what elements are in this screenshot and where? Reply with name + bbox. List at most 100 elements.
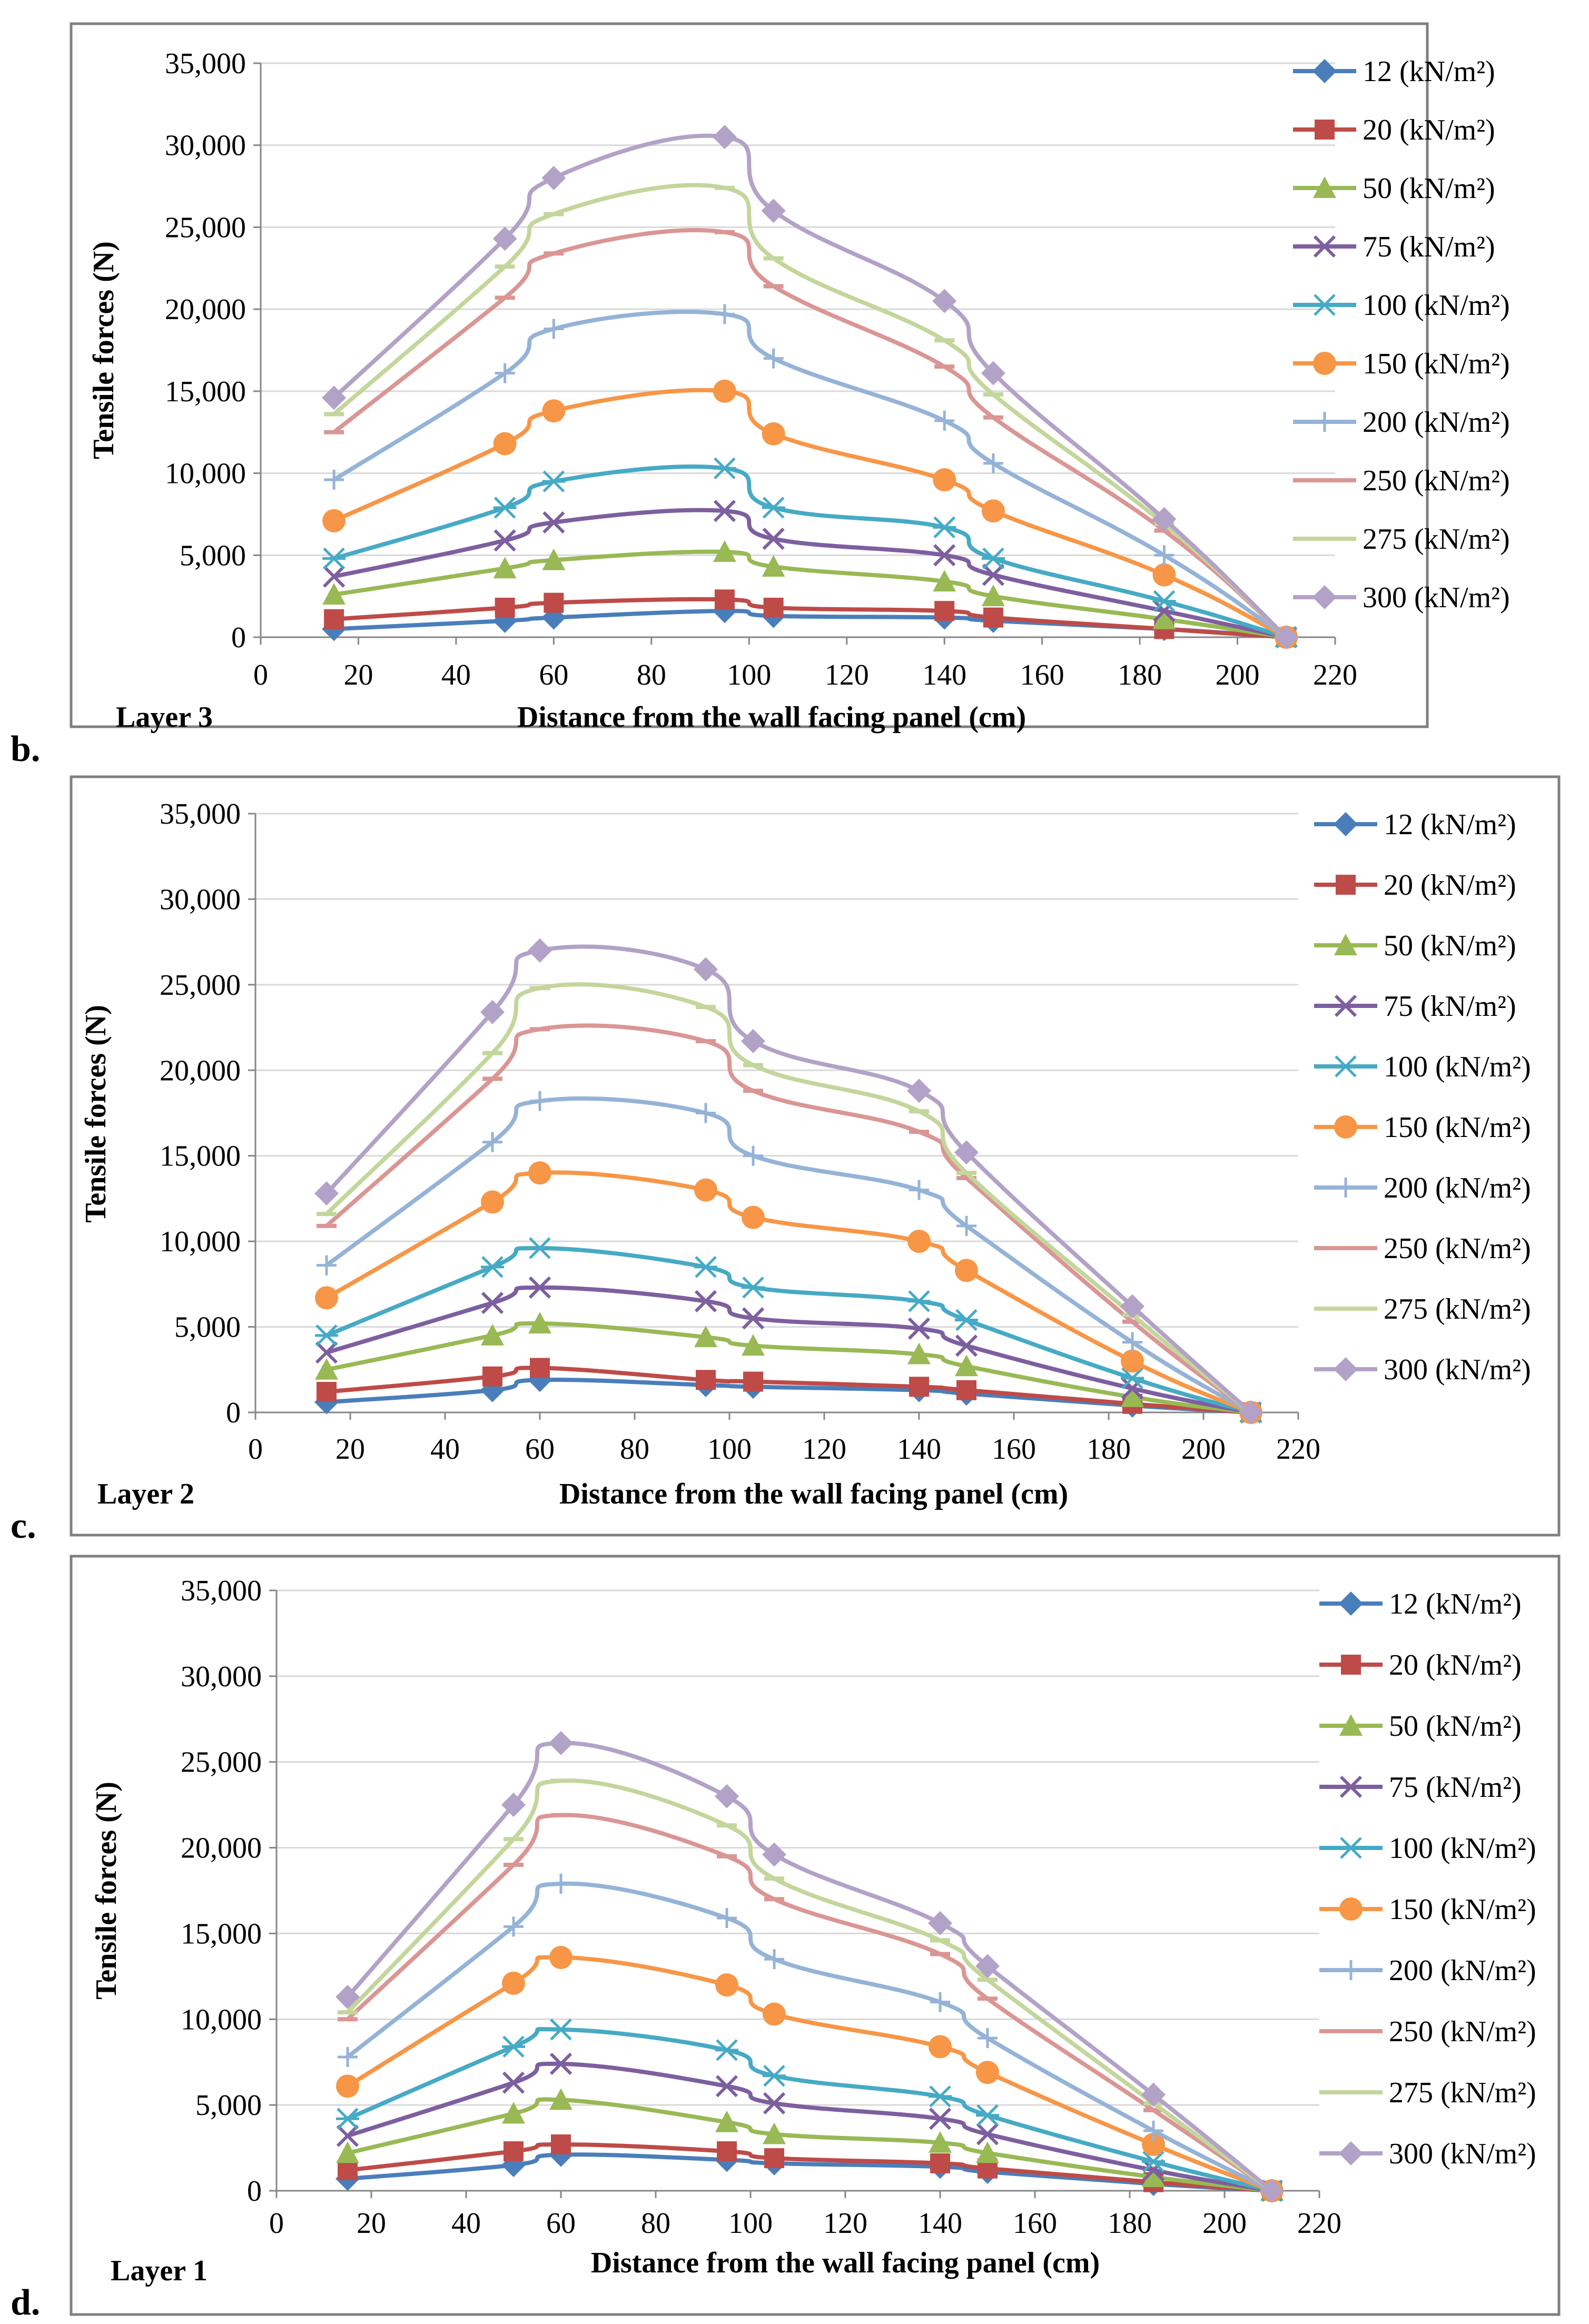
data-point [762,1842,786,1867]
data-point [322,565,346,588]
data-point [504,1916,524,1937]
y-tick-label: 15,000 [165,375,246,408]
data-point [933,516,956,539]
y-tick-label: 15,000 [181,1917,262,1950]
legend-label: 275 (kN/m²) [1384,1293,1531,1326]
legend-label: 75 (kN/m²) [1384,990,1516,1023]
data-point [981,499,1005,523]
x-tick-label: 40 [430,1433,460,1466]
data-point [713,457,736,479]
series-20-kn-m [317,1358,1261,1422]
data-point [530,1358,550,1378]
data-point [694,1256,717,1278]
data-point [324,609,344,629]
data-point [764,1949,784,1970]
x-tick-label: 20 [357,2207,386,2240]
legend-label: 12 (kN/m²) [1384,808,1516,841]
x-axis-title: Distance from the wall facing panel (cm) [517,701,1026,734]
x-tick-label: 200 [1216,659,1260,691]
data-point [934,410,955,431]
series-line [346,1881,1274,2193]
x-tick-label: 220 [1313,659,1357,691]
y-tick-label: 10,000 [160,1225,241,1258]
data-point [955,1354,978,1377]
legend-label: 50 (kN/m²) [1363,172,1495,205]
y-tick-label: 0 [247,2175,262,2208]
data-point [482,1051,502,1055]
y-axis-title: Tensile forces (N) [87,241,120,459]
data-point [976,2123,999,2145]
data-point [494,529,516,552]
data-point [528,1276,551,1299]
data-point [480,1000,505,1024]
data-point [544,592,564,613]
data-point [315,1358,338,1380]
legend-marker [1341,1655,1361,1675]
legend-marker [1336,1178,1356,1198]
data-point [763,2092,786,2115]
data-point [763,284,784,289]
x-tick-label: 120 [823,2207,867,2240]
legend-entry-50-kn-m: 50 (kN/m²) [1293,172,1495,205]
data-point [956,1380,976,1400]
data-point [907,1079,931,1103]
data-point [954,1140,979,1165]
data-point [322,509,346,532]
data-point [1143,2121,1163,2141]
data-point [717,1908,737,1929]
data-point [742,1307,765,1330]
series-50-kn-m [315,1312,1262,1422]
legend-entry-12-kn-m: 12 (kN/m²) [1314,808,1516,841]
legend-label: 250 (kN/m²) [1384,1232,1531,1265]
legend-entry-50-kn-m: 50 (kN/m²) [1319,1710,1522,1743]
data-point [955,1334,978,1357]
data-point [549,1730,573,1755]
data-point [501,1793,526,1817]
data-point [335,1984,360,2009]
data-point [742,1277,765,1299]
data-point [933,544,956,567]
data-point [983,392,1003,397]
data-point [544,212,564,216]
legend-label: 250 (kN/m²) [1389,2015,1536,2048]
data-point [504,1837,524,1842]
legend-marker [1341,2090,1361,2094]
legend-marker [1339,1837,1363,1859]
data-point [762,555,785,577]
data-point [1152,607,1176,629]
data-point [314,1181,339,1206]
data-point [764,1876,784,1881]
series-50-kn-m [336,2088,1284,2201]
x-axis-title: Distance from the wall facing panel (cm) [591,2247,1100,2279]
data-point [1260,2179,1284,2203]
legend-marker [1336,1307,1356,1311]
legend-entry-20-kn-m: 20 (kN/m²) [1293,114,1495,146]
x-tick-label: 180 [1118,659,1162,691]
data-point [1154,545,1175,566]
legend-label: 200 (kN/m²) [1363,406,1510,439]
y-tick-label: 30,000 [165,130,246,162]
layer-label: Layer 3 [116,701,213,734]
data-point [696,1039,716,1044]
legend-marker [1334,1357,1358,1381]
data-point [978,1996,998,2001]
y-tick-label: 25,000 [160,969,241,1002]
legend-label: 75 (kN/m²) [1363,231,1495,263]
data-point [482,1366,502,1387]
data-point [978,2028,998,2049]
data-point [742,1334,765,1356]
y-tick-label: 30,000 [160,883,241,916]
legend-marker [1315,478,1335,482]
data-point [714,589,735,610]
data-point [502,2102,525,2124]
data-point [322,385,347,410]
legend-label: 12 (kN/m²) [1389,1588,1522,1620]
legend-label: 20 (kN/m²) [1389,1649,1522,1682]
data-point [481,1291,504,1314]
legend-label: 300 (kN/m²) [1363,581,1510,614]
data-point [317,1382,337,1402]
data-point [907,1290,931,1312]
data-point [696,1103,716,1123]
x-tick-label: 160 [1020,659,1064,691]
